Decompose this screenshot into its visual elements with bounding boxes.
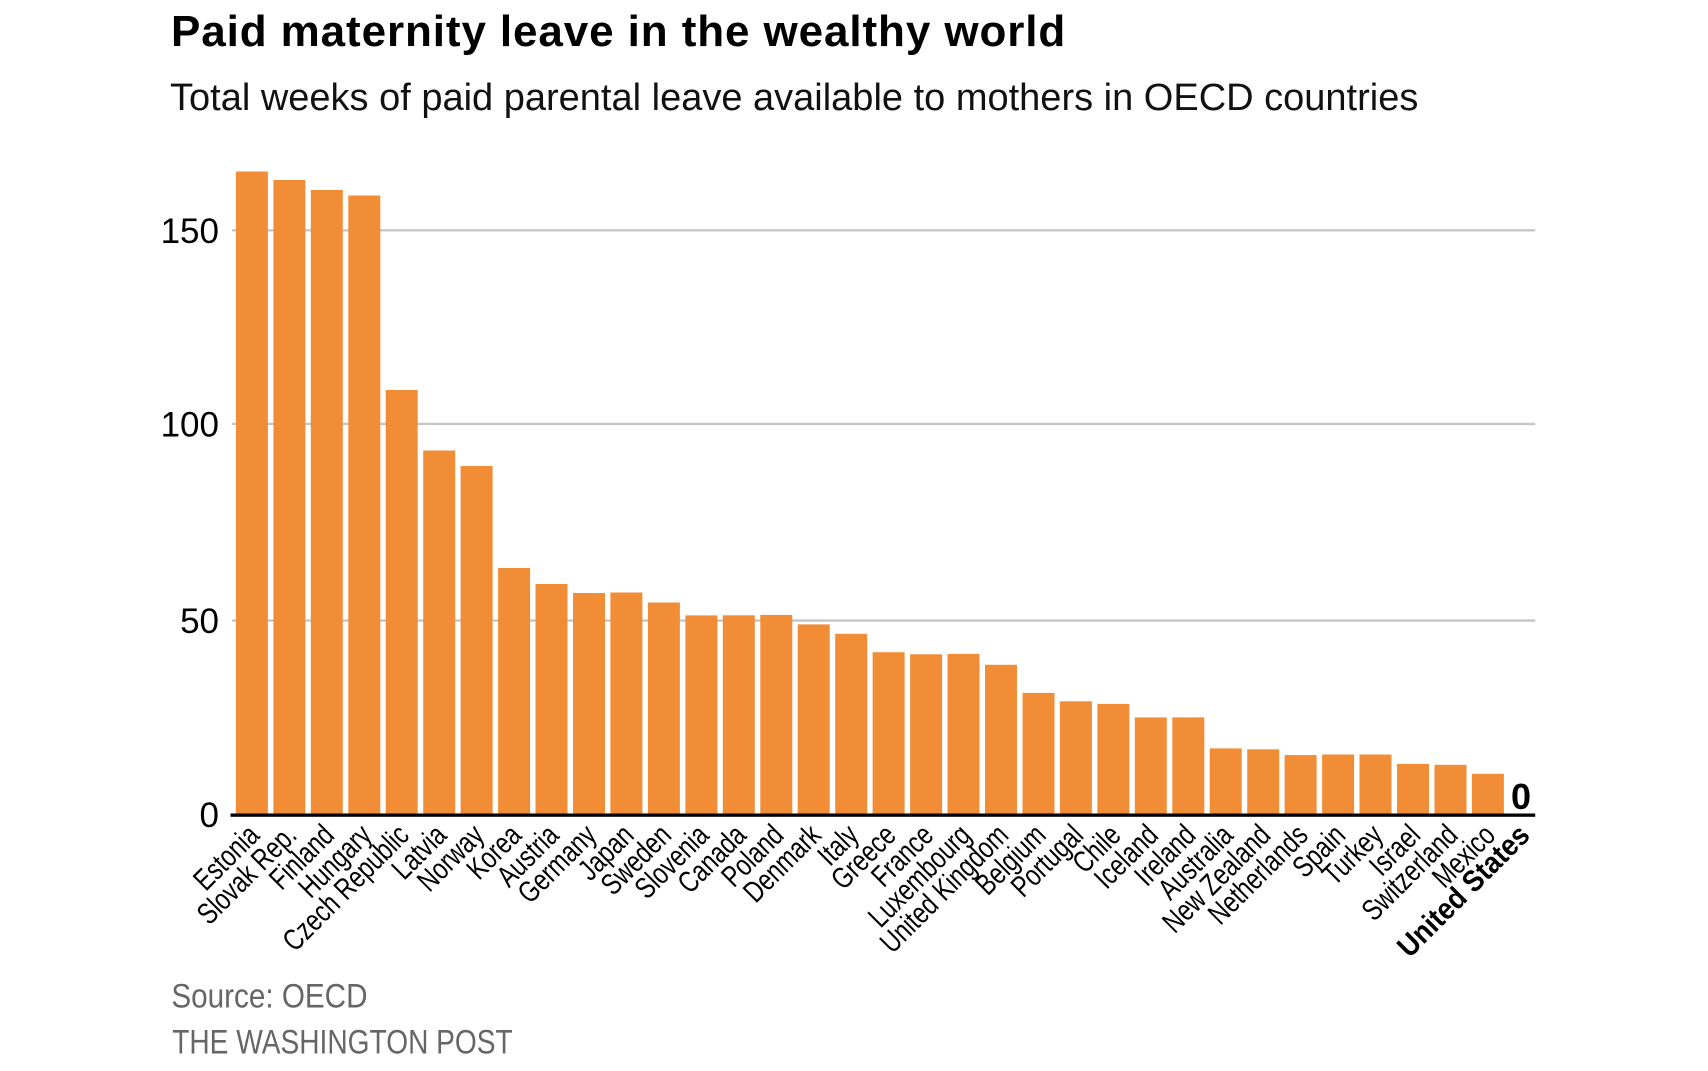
svg-text:0: 0: [200, 796, 219, 835]
svg-text:150: 150: [161, 212, 219, 251]
svg-text:Paid maternity leave in the we: Paid maternity leave in the wealthy worl…: [171, 7, 1066, 56]
svg-text:0: 0: [1511, 776, 1531, 817]
svg-text:50: 50: [180, 602, 219, 641]
svg-text:Total weeks of paid parental l: Total weeks of paid parental leave avail…: [170, 77, 1418, 119]
svg-text:THE WASHINGTON POST: THE WASHINGTON POST: [172, 1023, 513, 1061]
svg-text:Source: OECD: Source: OECD: [171, 976, 367, 1015]
svg-text:100: 100: [161, 405, 219, 444]
